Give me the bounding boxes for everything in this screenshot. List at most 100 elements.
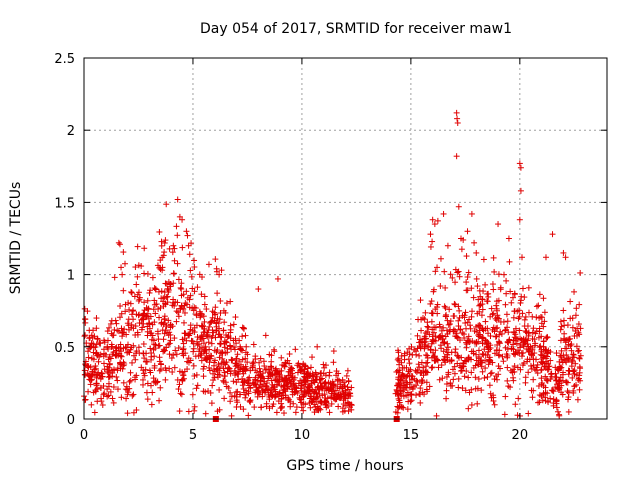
data-point xyxy=(227,326,234,333)
data-point xyxy=(97,340,104,347)
data-point xyxy=(135,344,142,351)
data-point xyxy=(307,404,314,411)
data-point xyxy=(540,323,547,330)
data-point xyxy=(535,399,542,406)
data-point xyxy=(486,358,493,365)
data-point xyxy=(200,340,207,347)
data-point xyxy=(123,331,130,338)
data-point xyxy=(130,307,137,314)
data-point xyxy=(152,285,159,292)
data-point xyxy=(572,312,579,319)
data-point xyxy=(84,348,91,355)
data-point xyxy=(211,309,218,316)
data-point xyxy=(317,376,324,383)
data-point xyxy=(191,403,198,410)
data-point xyxy=(448,357,455,364)
data-point xyxy=(123,344,130,351)
data-point xyxy=(317,406,324,413)
data-point xyxy=(88,355,95,362)
data-point xyxy=(148,401,155,408)
data-point xyxy=(119,271,126,278)
data-point xyxy=(464,228,471,235)
data-point xyxy=(434,310,441,317)
data-point xyxy=(91,409,98,416)
data-point xyxy=(194,382,201,389)
data-point xyxy=(220,307,227,314)
data-point xyxy=(525,349,532,356)
data-point xyxy=(524,337,531,344)
x-tick-label: 15 xyxy=(403,428,420,443)
data-point xyxy=(508,345,515,352)
data-point xyxy=(174,232,181,239)
data-point xyxy=(484,339,491,346)
data-point xyxy=(468,285,475,292)
data-point xyxy=(480,256,487,263)
data-point xyxy=(429,364,436,371)
data-point xyxy=(427,300,434,307)
data-point xyxy=(107,388,114,395)
data-point xyxy=(209,314,216,321)
data-point xyxy=(142,366,149,373)
data-point xyxy=(88,401,95,408)
data-point xyxy=(408,397,415,404)
data-point xyxy=(181,335,188,342)
data-point xyxy=(223,338,230,345)
data-point xyxy=(131,293,138,300)
data-point xyxy=(142,358,149,365)
data-point xyxy=(533,367,540,374)
data-point xyxy=(233,340,240,347)
data-point xyxy=(335,403,342,410)
data-point xyxy=(487,345,494,352)
data-point xyxy=(560,249,567,256)
data-point xyxy=(481,346,488,353)
data-point xyxy=(298,382,305,389)
data-point xyxy=(437,283,444,290)
data-point xyxy=(177,390,184,397)
data-point xyxy=(443,387,450,394)
y-tick-labels: 0 0.5 1 1.5 2 2.5 xyxy=(54,52,75,428)
data-point xyxy=(171,302,178,309)
data-point xyxy=(156,397,163,404)
data-point xyxy=(257,355,264,362)
data-point xyxy=(221,338,228,345)
data-point xyxy=(490,254,497,261)
data-point xyxy=(185,332,192,339)
data-point xyxy=(553,396,560,403)
data-point xyxy=(539,397,546,404)
data-point xyxy=(220,365,227,372)
data-point xyxy=(487,333,494,340)
data-point xyxy=(124,410,131,417)
data-point xyxy=(531,350,538,357)
data-point xyxy=(499,353,506,360)
data-point xyxy=(495,271,502,278)
data-point xyxy=(281,362,288,369)
data-point xyxy=(272,388,279,395)
data-point xyxy=(107,369,114,376)
data-point xyxy=(468,369,475,376)
data-point xyxy=(560,369,567,376)
data-point xyxy=(553,350,560,357)
data-point xyxy=(491,401,498,408)
data-point xyxy=(552,370,559,377)
data-point xyxy=(510,328,517,335)
data-point xyxy=(543,376,550,383)
data-point xyxy=(535,302,542,309)
data-point xyxy=(205,327,212,334)
data-point xyxy=(496,352,503,359)
data-point xyxy=(169,249,176,256)
data-point xyxy=(213,327,220,334)
data-point xyxy=(468,210,475,217)
data-point xyxy=(204,331,211,338)
data-point xyxy=(502,327,509,334)
data-point xyxy=(246,382,253,389)
data-point xyxy=(479,306,486,313)
data-point xyxy=(160,336,167,343)
data-point xyxy=(141,245,148,252)
data-point xyxy=(186,296,193,303)
data-point xyxy=(572,328,579,335)
data-point xyxy=(281,363,288,370)
data-point xyxy=(105,383,112,390)
data-point xyxy=(451,313,458,320)
data-point xyxy=(285,395,292,402)
data-point xyxy=(189,338,196,345)
